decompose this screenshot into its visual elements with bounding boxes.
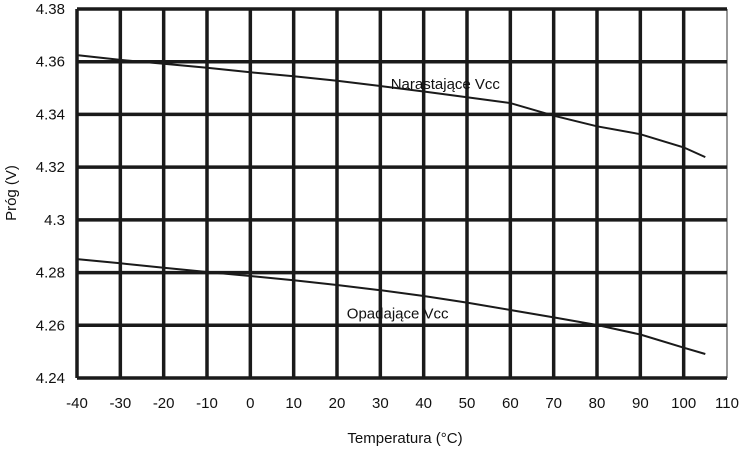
x-tick-label: -30 — [109, 395, 131, 412]
x-tick-label: 90 — [632, 395, 649, 412]
x-tick-label: 0 — [246, 395, 254, 412]
y-tick-label: 4.3 — [44, 212, 65, 229]
series-label: Narastające Vcc — [391, 76, 501, 93]
x-tick-label: 40 — [415, 395, 432, 412]
x-tick-label: 20 — [329, 395, 346, 412]
y-tick-label: 4.24 — [36, 370, 65, 387]
y-tick-label: 4.28 — [36, 265, 65, 282]
x-tick-label: 30 — [372, 395, 389, 412]
y-tick-label: 4.38 — [36, 1, 65, 18]
x-tick-label: -40 — [66, 395, 88, 412]
y-tick-label: 4.26 — [36, 317, 65, 334]
x-tick-label: 110 — [715, 395, 739, 412]
grid — [75, 7, 728, 380]
x-tick-label: 50 — [459, 395, 476, 412]
x-axis-label: Temperatura (°C) — [347, 430, 462, 447]
series-label: Opadające Vcc — [347, 305, 449, 322]
x-tick-labels: -40 -30 -20 -10 0 10 20 30 40 50 60 70 80 90 100 110 — [66, 395, 739, 412]
x-tick-label: 60 — [502, 395, 519, 412]
series-line — [76, 258, 706, 355]
x-tick-label: -10 — [196, 395, 218, 412]
x-tick-label: 70 — [545, 395, 562, 412]
series-lines — [76, 54, 706, 355]
x-tick-label: 80 — [589, 395, 606, 412]
series-line — [76, 54, 706, 159]
y-tick-label: 4.34 — [36, 106, 65, 123]
y-tick-labels: 4.24 4.26 4.28 4.3 4.32 4.34 4.36 4.38 — [36, 1, 65, 387]
x-tick-label: 10 — [285, 395, 302, 412]
y-axis-label: Próg (V) — [3, 165, 20, 221]
series-labels: Narastające Vcc Opadające Vcc — [347, 76, 501, 322]
y-tick-label: 4.36 — [36, 54, 65, 71]
x-tick-label: 100 — [671, 395, 696, 412]
y-tick-label: 4.32 — [36, 159, 65, 176]
x-tick-label: -20 — [153, 395, 175, 412]
